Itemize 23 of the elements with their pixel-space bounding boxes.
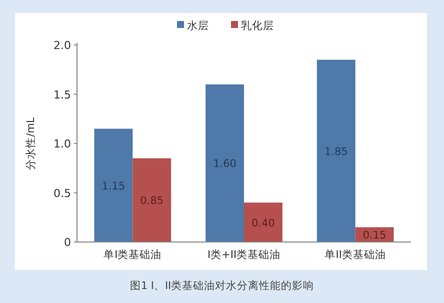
y-tick-label: 1.5 xyxy=(54,88,71,102)
data-label: 1.15 xyxy=(102,180,126,192)
y-tick-label: 0 xyxy=(64,236,71,249)
data-label: 0.15 xyxy=(362,230,386,242)
x-tick-label: 单I类基础油 xyxy=(104,248,162,261)
legend-label: 乳化层 xyxy=(241,19,274,32)
y-tick-label: 2.0 xyxy=(54,39,71,52)
data-label: 0.85 xyxy=(140,195,164,208)
y-tick-label: 1.0 xyxy=(54,138,71,150)
bar xyxy=(244,202,282,242)
y-tick-label: 0.5 xyxy=(54,186,71,200)
data-label: 1.85 xyxy=(324,146,348,158)
x-tick-label: I类+II类基础油 xyxy=(207,248,281,261)
y-axis-title: 分水性/mL xyxy=(24,117,37,170)
data-label: 1.60 xyxy=(213,158,236,170)
legend-label: 水层 xyxy=(187,19,209,32)
data-label: 0.40 xyxy=(252,217,275,230)
bar xyxy=(132,158,172,242)
bar xyxy=(316,60,356,242)
caption: 图1 I、II类基础油对水分离性能的影响 xyxy=(130,279,314,292)
bar xyxy=(94,128,133,242)
bar xyxy=(206,84,244,242)
x-tick-label: 单II类基础油 xyxy=(324,248,386,261)
